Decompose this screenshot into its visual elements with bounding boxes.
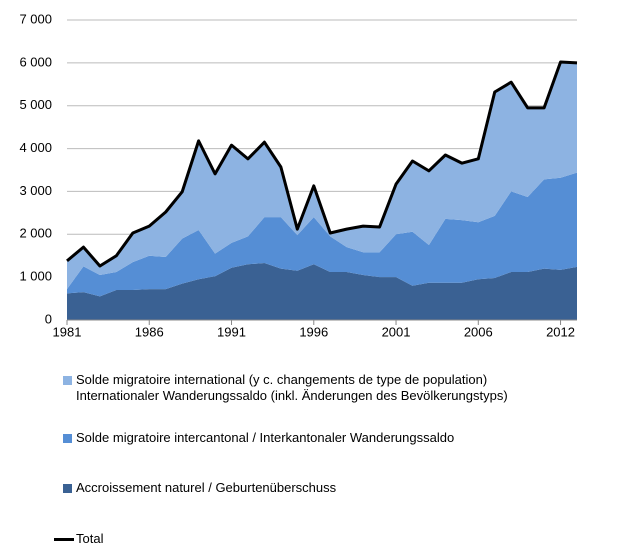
legend-swatch (54, 538, 74, 541)
y-tick-label: 2 000 (19, 226, 52, 241)
legend-swatch (63, 376, 72, 385)
legend-item: Solde migratoire intercantonal / Interka… (0, 430, 625, 470)
x-tick-label: 2012 (546, 324, 575, 339)
chart: 0 1 000 2 000 3 000 4 000 5 000 6 000 7 000 1981… (19, 11, 578, 339)
legend-swatch (63, 434, 72, 443)
x-tick-label: 1991 (217, 324, 246, 339)
y-tick-label: 7 000 (19, 11, 52, 26)
area (67, 172, 577, 297)
area (67, 62, 577, 290)
y-tick-label: 3 000 (19, 183, 52, 198)
legend-swatch (63, 484, 72, 493)
legend-item: Solde migratoire international (y c. cha… (0, 372, 625, 412)
y-tick-label: 5 000 (19, 97, 52, 112)
legend-label: Accroissement naturel / Geburtenüberschu… (76, 480, 337, 495)
y-tick-label: 6 000 (19, 54, 52, 69)
legend-item: Accroissement naturel / Geburtenüberschu… (0, 480, 625, 520)
x-tick-label: 2006 (464, 324, 493, 339)
x-tick-label: 1981 (53, 324, 82, 339)
y-tick-label: 1 000 (19, 269, 52, 284)
total-line (66, 60, 578, 268)
legend-label: Total (76, 531, 104, 545)
area (67, 263, 577, 320)
y-tick-label: 4 000 (19, 140, 52, 155)
y-tick-label: 0 (45, 311, 52, 326)
x-tick-label: 1996 (299, 324, 328, 339)
legend-label: Solde migratoire intercantonal / Interka… (76, 430, 455, 445)
legend-item: Total (0, 531, 625, 545)
legend-label: Solde migratoire international (y c. cha… (76, 372, 508, 403)
x-tick-label: 2001 (382, 324, 411, 339)
x-tick-label: 1986 (135, 324, 164, 339)
